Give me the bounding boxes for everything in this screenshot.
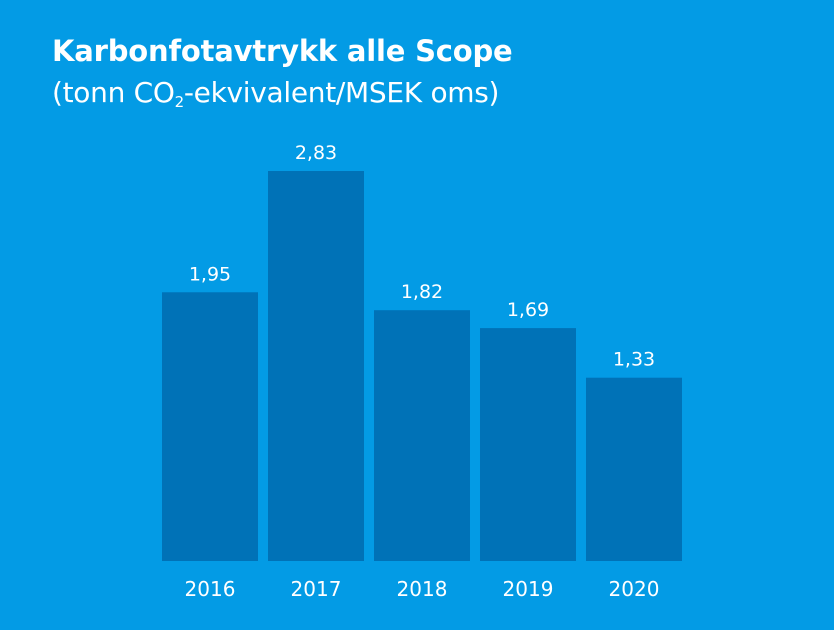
bar-2018	[374, 310, 470, 561]
bar-value-label-2019: 1,69	[507, 299, 549, 321]
x-tick-label-2017: 2017	[291, 577, 342, 601]
bar-value-label-2020: 1,33	[613, 349, 655, 371]
value-labels-group: 1,95 2,83 1,82 1,69 1,33	[189, 142, 655, 371]
bar-2019	[480, 328, 576, 561]
bar-2020	[586, 377, 682, 561]
bar-2017	[268, 171, 364, 561]
chart-title: Karbonfotavtrykk alle Scope	[52, 34, 513, 68]
chart-subtitle: (tonn CO2-ekvivalent/MSEK oms)	[52, 76, 500, 111]
bar-value-label-2017: 2,83	[295, 142, 337, 164]
subtitle-suffix: -ekvivalent/MSEK oms)	[183, 76, 500, 109]
x-axis-tick-labels: 2016 2017 2018 2019 2020	[185, 577, 660, 601]
bar-2016	[162, 292, 258, 561]
bar-value-label-2016: 1,95	[189, 263, 231, 285]
x-tick-label-2016: 2016	[185, 577, 236, 601]
subtitle-prefix: (tonn CO	[52, 76, 175, 109]
subtitle-subscript: 2	[174, 93, 185, 111]
bars-group	[162, 171, 682, 561]
x-tick-label-2019: 2019	[503, 577, 554, 601]
bar-value-label-2018: 1,82	[401, 281, 443, 303]
x-tick-label-2018: 2018	[397, 577, 448, 601]
x-tick-label-2020: 2020	[609, 577, 660, 601]
